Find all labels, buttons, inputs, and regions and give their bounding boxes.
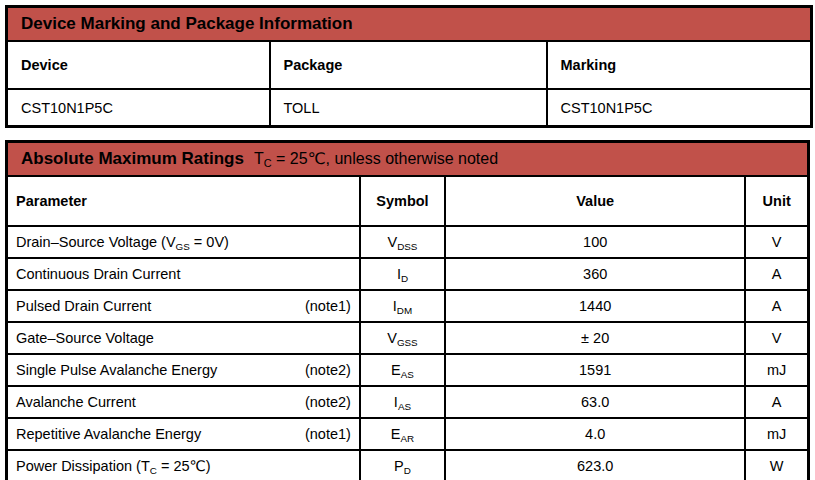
abs-max-tbody: Drain–Source Voltage (VGS = 0V)VDSS100VC… (7, 226, 809, 480)
device-cell: CST10N1P5C (7, 89, 270, 127)
parameter-label: Drain–Source Voltage (VGS = 0V) (16, 234, 229, 250)
value-cell: 4.0 (445, 418, 745, 450)
symbol-cell: IAS (360, 386, 445, 418)
parameter-label: Repetitive Avalanche Energy (16, 426, 201, 442)
unit-cell: A (745, 258, 808, 290)
table-row: Gate–Source Voltage VGSS± 20V (7, 322, 809, 354)
value-cell: ± 20 (445, 322, 745, 354)
section-title-condition: TC = 25℃, unless otherwise noted (254, 150, 498, 167)
column-header-package: Package (270, 41, 547, 89)
note-reference: (note1) (305, 298, 351, 314)
symbol-cell: VGSS (360, 322, 445, 354)
column-header-symbol: Symbol (360, 176, 445, 226)
symbol-cell: EAS (360, 354, 445, 386)
absolute-maximum-ratings-table: Absolute Maximum Ratings TC = 25℃, unless… (5, 140, 810, 480)
symbol-cell: EAR (360, 418, 445, 450)
symbol-cell: VDSS (360, 226, 445, 258)
symbol-cell: ID (360, 258, 445, 290)
unit-cell: V (745, 322, 808, 354)
unit-cell: A (745, 290, 808, 322)
abs-table-title-row: Absolute Maximum Ratings TC = 25℃, unless… (7, 142, 809, 177)
table-row: Single Pulse Avalanche Energy (note2) EAS1… (7, 354, 809, 386)
note-reference: (note2) (305, 362, 351, 378)
column-header-parameter: Parameter (7, 176, 360, 226)
device-marking-section-title: Device Marking and Package Information (7, 7, 812, 42)
abs-table-header-row: Parameter Symbol Value Unit (7, 176, 809, 226)
table-row: CST10N1P5C TOLL CST10N1P5C (7, 89, 812, 127)
unit-cell: W (745, 450, 808, 480)
column-header-device: Device (7, 41, 270, 89)
symbol-cell: IDM (360, 290, 445, 322)
table-row: Continuous Drain Current ID360A (7, 258, 809, 290)
table-row: Drain–Source Voltage (VGS = 0V) VDSS100V (7, 226, 809, 258)
device-table-title-row: Device Marking and Package Information (7, 7, 812, 42)
unit-cell: mJ (745, 354, 808, 386)
unit-cell: mJ (745, 418, 808, 450)
value-cell: 360 (445, 258, 745, 290)
note-reference: (note2) (305, 394, 351, 410)
symbol-cell: PD (360, 450, 445, 480)
package-cell: TOLL (270, 89, 547, 127)
value-cell: 623.0 (445, 450, 745, 480)
column-header-unit: Unit (745, 176, 808, 226)
value-cell: 100 (445, 226, 745, 258)
parameter-label: Avalanche Current (16, 394, 136, 410)
parameter-cell: Gate–Source Voltage (7, 322, 360, 354)
absolute-maximum-ratings-section-title: Absolute Maximum Ratings TC = 25℃, unless… (7, 142, 809, 177)
parameter-label: Pulsed Drain Current (16, 298, 151, 314)
unit-cell: V (745, 226, 808, 258)
parameter-cell: Continuous Drain Current (7, 258, 360, 290)
parameter-cell: Avalanche Current (note2) (7, 386, 360, 418)
parameter-cell: Single Pulse Avalanche Energy (note2) (7, 354, 360, 386)
parameter-cell: Drain–Source Voltage (VGS = 0V) (7, 226, 360, 258)
table-row: Repetitive Avalanche Energy (note1) EAR4.0… (7, 418, 809, 450)
parameter-label: Power Dissipation (TC = 25℃) (16, 458, 211, 474)
value-cell: 1440 (445, 290, 745, 322)
section-title-main: Absolute Maximum Ratings (21, 149, 244, 168)
table-row: Pulsed Drain Current (note1) IDM1440A (7, 290, 809, 322)
device-marking-table: Device Marking and Package Information D… (5, 5, 813, 128)
parameter-cell: Pulsed Drain Current (note1) (7, 290, 360, 322)
column-header-marking: Marking (547, 41, 812, 89)
parameter-label: Continuous Drain Current (16, 266, 180, 282)
unit-cell: A (745, 386, 808, 418)
device-table-header-row: Device Package Marking (7, 41, 812, 89)
table-row: Avalanche Current (note2) IAS63.0A (7, 386, 809, 418)
parameter-cell: Repetitive Avalanche Energy (note1) (7, 418, 360, 450)
value-cell: 1591 (445, 354, 745, 386)
column-header-value: Value (445, 176, 745, 226)
parameter-label: Gate–Source Voltage (16, 330, 154, 346)
parameter-label: Single Pulse Avalanche Energy (16, 362, 217, 378)
datasheet-page: Device Marking and Package Information D… (5, 5, 810, 480)
marking-cell: CST10N1P5C (547, 89, 812, 127)
table-row: Power Dissipation (TC = 25℃) PD623.0W (7, 450, 809, 480)
parameter-cell: Power Dissipation (TC = 25℃) (7, 450, 360, 480)
value-cell: 63.0 (445, 386, 745, 418)
note-reference: (note1) (305, 426, 351, 442)
